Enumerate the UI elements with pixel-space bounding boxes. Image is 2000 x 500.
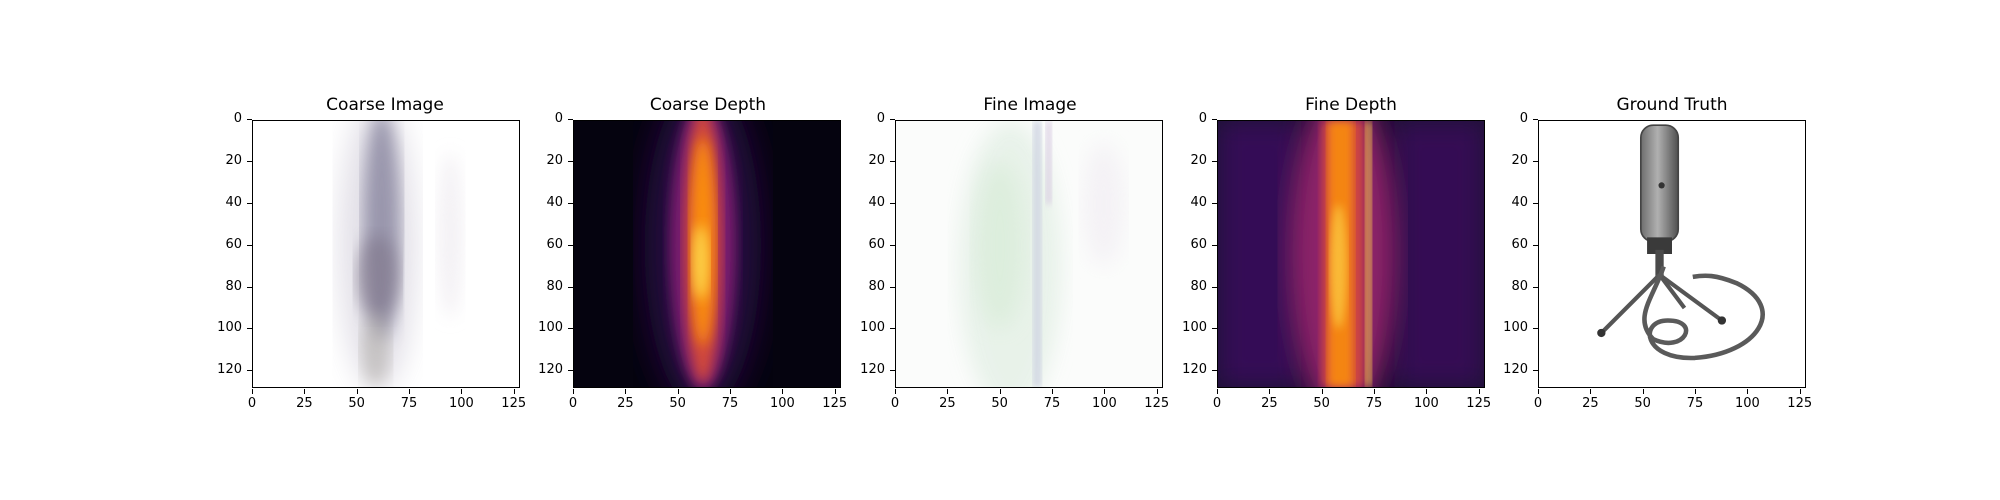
y-tick-label: 80 xyxy=(529,279,573,294)
y-tick-label: 20 xyxy=(1173,153,1217,168)
x-tick-label: 125 xyxy=(1137,389,1177,411)
y-tick-label: 120 xyxy=(529,362,573,377)
fine-depth-picture xyxy=(1218,121,1484,387)
x-tick-label: 0 xyxy=(232,389,272,411)
x-tick-label: 25 xyxy=(1570,389,1610,411)
y-tick-label: 100 xyxy=(1494,320,1538,335)
y-tick-label: 120 xyxy=(851,362,895,377)
ground-truth-plot xyxy=(1538,120,1806,388)
y-tick-label: 100 xyxy=(529,320,573,335)
x-tick-label: 50 xyxy=(1302,389,1342,411)
x-tick-label: 25 xyxy=(927,389,967,411)
y-tick-label: 0 xyxy=(208,111,252,126)
x-tick-label: 0 xyxy=(1518,389,1558,411)
y-tick-label: 80 xyxy=(851,279,895,294)
panel-fine-image: Fine Image xyxy=(0,0,1163,500)
y-tick-label: 20 xyxy=(1494,153,1538,168)
panel-title: Coarse Image xyxy=(326,95,444,115)
y-tick-label: 120 xyxy=(1494,362,1538,377)
y-tick-label: 40 xyxy=(208,195,252,210)
y-tick-label: 40 xyxy=(851,195,895,210)
y-tick-label: 20 xyxy=(851,153,895,168)
y-tick-label: 0 xyxy=(1494,111,1538,126)
x-tick-label: 100 xyxy=(762,389,802,411)
y-tick-label: 20 xyxy=(529,153,573,168)
y-tick-label: 40 xyxy=(529,195,573,210)
y-tick-label: 100 xyxy=(208,320,252,335)
x-tick-label: 125 xyxy=(815,389,855,411)
x-tick-label: 75 xyxy=(1032,389,1072,411)
y-tick-label: 40 xyxy=(1494,195,1538,210)
panel-coarse-image: Coarse Image xyxy=(0,0,520,500)
y-tick-label: 100 xyxy=(851,320,895,335)
x-tick-label: 75 xyxy=(710,389,750,411)
x-tick-label: 125 xyxy=(494,389,534,411)
y-tick-label: 0 xyxy=(851,111,895,126)
x-tick-label: 100 xyxy=(1084,389,1124,411)
y-tick-label: 80 xyxy=(1494,279,1538,294)
x-tick-label: 50 xyxy=(337,389,377,411)
y-tick-label: 0 xyxy=(529,111,573,126)
panel-ground-truth: Ground Truth xyxy=(0,0,1806,500)
coarse-image-picture xyxy=(253,121,519,387)
x-tick-label: 25 xyxy=(605,389,645,411)
y-tick-label: 0 xyxy=(1173,111,1217,126)
coarse-depth-plot xyxy=(573,120,841,388)
y-tick-label: 80 xyxy=(1173,279,1217,294)
fine-image-plot xyxy=(895,120,1163,388)
panel-title: Fine Image xyxy=(983,95,1077,115)
panel-fine-depth: Fine Depth xyxy=(0,0,1485,500)
y-tick-label: 100 xyxy=(1173,320,1217,335)
y-tick-label: 60 xyxy=(851,237,895,252)
x-tick-label: 75 xyxy=(389,389,429,411)
x-tick-label: 50 xyxy=(658,389,698,411)
x-tick-label: 0 xyxy=(875,389,915,411)
y-tick-label: 120 xyxy=(208,362,252,377)
y-tick-label: 60 xyxy=(208,237,252,252)
x-tick-label: 50 xyxy=(1623,389,1663,411)
y-tick-label: 40 xyxy=(1173,195,1217,210)
y-tick-label: 60 xyxy=(1494,237,1538,252)
panel-title: Ground Truth xyxy=(1616,95,1728,115)
x-tick-label: 25 xyxy=(1249,389,1289,411)
x-tick-label: 100 xyxy=(1406,389,1446,411)
y-tick-label: 20 xyxy=(208,153,252,168)
x-tick-label: 50 xyxy=(980,389,1020,411)
x-tick-label: 0 xyxy=(553,389,593,411)
x-tick-label: 75 xyxy=(1354,389,1394,411)
coarse-depth-picture xyxy=(574,121,840,387)
x-tick-label: 100 xyxy=(441,389,481,411)
panel-title: Coarse Depth xyxy=(649,95,767,115)
fine-depth-plot xyxy=(1217,120,1485,388)
panel-title: Fine Depth xyxy=(1305,95,1397,115)
x-tick-label: 75 xyxy=(1675,389,1715,411)
x-tick-label: 100 xyxy=(1727,389,1767,411)
x-tick-label: 0 xyxy=(1197,389,1237,411)
x-tick-label: 25 xyxy=(284,389,324,411)
coarse-image-plot xyxy=(252,120,520,388)
x-tick-label: 125 xyxy=(1459,389,1499,411)
x-tick-label: 125 xyxy=(1780,389,1820,411)
y-tick-label: 60 xyxy=(529,237,573,252)
panel-coarse-depth: Coarse Depth xyxy=(0,0,841,500)
y-tick-label: 60 xyxy=(1173,237,1217,252)
y-tick-label: 120 xyxy=(1173,362,1217,377)
fine-image-picture xyxy=(896,121,1162,387)
y-tick-label: 80 xyxy=(208,279,252,294)
microphone-picture xyxy=(1539,121,1805,387)
